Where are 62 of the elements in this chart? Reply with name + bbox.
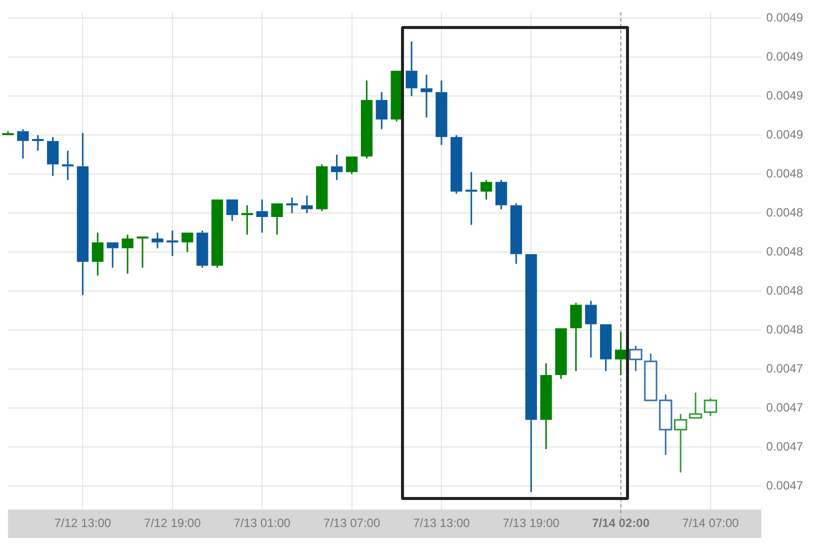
candlestick	[2, 130, 14, 136]
candlestick	[256, 198, 268, 234]
candlestick	[585, 300, 597, 358]
y-tick-label: 0.0048	[766, 283, 804, 298]
candlestick	[495, 179, 508, 210]
candlestick	[301, 194, 313, 214]
candlestick	[330, 154, 343, 181]
x-tick-label: 7/13 13:00	[413, 516, 470, 530]
candlestick	[17, 128, 29, 160]
candlestick	[570, 302, 582, 372]
candlestick	[92, 232, 104, 276]
candlestick	[136, 236, 148, 268]
candlestick	[182, 232, 194, 253]
candlestick	[466, 171, 478, 226]
candlestick	[122, 234, 134, 274]
candlestick	[106, 242, 118, 268]
candlestick	[376, 91, 388, 130]
y-tick-label: 0.0049	[766, 88, 804, 102]
x-tick-label: 7/13 07:00	[323, 516, 380, 530]
candlestick	[540, 362, 552, 450]
x-tick-label: 7/13 19:00	[502, 516, 560, 530]
x-tick-label: 7/14 02:00	[592, 516, 650, 530]
y-tick-label: 0.0048	[766, 166, 804, 180]
candlestick	[286, 196, 298, 214]
x-tick-label: 7/12 19:00	[144, 516, 202, 530]
candlestick	[629, 345, 642, 372]
y-tick-label: 0.0049	[766, 127, 804, 142]
candlestick	[76, 132, 89, 296]
candlestick	[510, 202, 522, 265]
candlestick	[152, 232, 164, 249]
candlestick	[450, 134, 462, 194]
y-tick-label: 0.0047	[766, 361, 804, 376]
candlestick	[62, 150, 74, 181]
y-tick-label: 0.0049	[766, 49, 804, 64]
x-tick-label: 7/12 13:00	[54, 516, 112, 530]
candlestick	[346, 156, 358, 175]
candlestick	[47, 136, 59, 177]
candlestick	[436, 80, 448, 146]
candlestick	[271, 203, 283, 236]
y-tick-label: 0.0048	[766, 322, 804, 336]
candlestick	[166, 230, 178, 257]
candlestick	[406, 40, 418, 97]
candlestick	[226, 199, 238, 222]
candlestick	[480, 179, 492, 200]
candlestick	[614, 331, 627, 376]
y-tick-label: 0.0048	[766, 244, 804, 258]
y-tick-label: 0.0047	[766, 400, 804, 414]
y-tick-label: 0.0048	[766, 205, 804, 220]
x-tick-label: 7/14 07:00	[682, 516, 740, 530]
y-tick-label: 0.0047	[766, 478, 804, 493]
candlestick	[674, 413, 688, 474]
candlestick	[420, 74, 432, 118]
candlestick	[241, 204, 253, 236]
candlestick	[555, 328, 567, 380]
candlestick	[360, 80, 373, 160]
x-tick-label: 7/13 01:00	[234, 516, 291, 530]
candlestick	[316, 164, 328, 212]
candlestick	[688, 392, 702, 419]
candlestick	[196, 230, 208, 268]
candlestick	[32, 134, 44, 152]
y-tick-label: 0.0047	[766, 439, 804, 454]
y-tick-label: 0.0049	[766, 10, 804, 24]
